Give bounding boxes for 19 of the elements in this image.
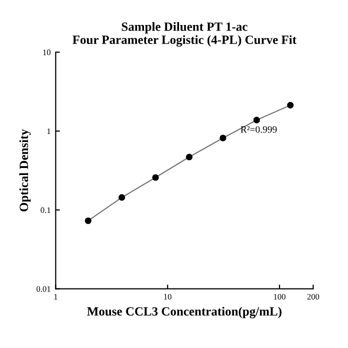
- point: [152, 174, 159, 181]
- point: [186, 154, 192, 160]
- x-axis-title: Mouse CCL3 Concentration(pg/mL): [87, 306, 282, 318]
- x-tick-label: 200: [307, 294, 320, 300]
- annotation: R²=0.999: [240, 126, 277, 133]
- point: [118, 194, 126, 201]
- point: [220, 134, 226, 142]
- x-tick-label: 100: [274, 294, 286, 300]
- y-tick-label: 0.1: [40, 207, 50, 213]
- y-tick-label: 0.01: [36, 286, 50, 292]
- point: [287, 102, 294, 108]
- y-tick-label: 1: [47, 128, 50, 134]
- y-tick-label: 10: [43, 50, 50, 56]
- point: [253, 116, 260, 124]
- y-axis-title: Optical Density: [19, 129, 31, 212]
- chart-title: Sample Diluent PT 1-ac Four Parameter Logistic (4-PL) Curve Fit: [72, 22, 296, 47]
- x-tick-label: 1: [54, 294, 58, 300]
- point: [84, 217, 92, 224]
- x-tick-label: 10: [164, 294, 172, 300]
